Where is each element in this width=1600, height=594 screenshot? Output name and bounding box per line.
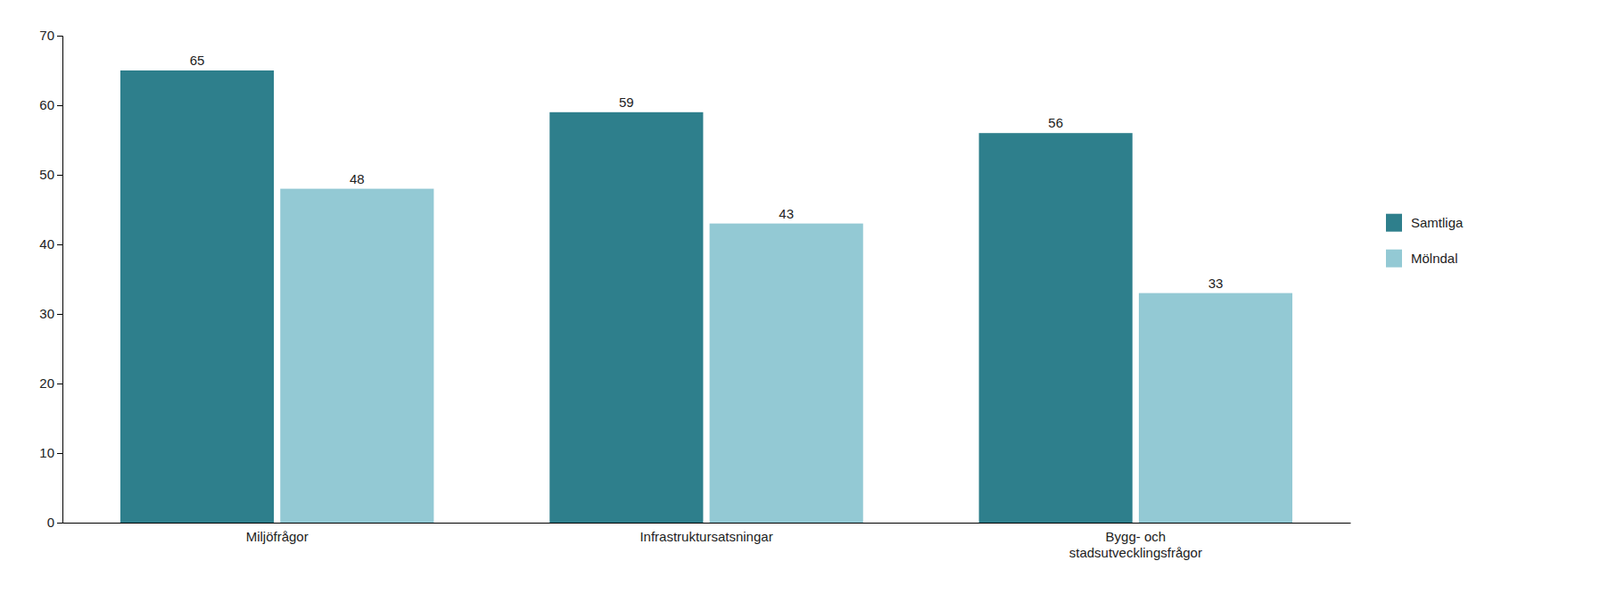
x-tick-label-line: Infrastruktursatsningar (639, 528, 773, 545)
y-tick: 0 (47, 514, 63, 530)
x-tick: Infrastruktursatsningar (639, 528, 773, 545)
x-axis: Miljöfrågor Infrastruktursatsningar Bygg- … (63, 523, 1352, 561)
y-tick-mark (57, 35, 63, 37)
data-label: 59 (618, 94, 635, 110)
x-tick-label-line: Bygg- och (1105, 528, 1167, 545)
y-tick-label: 50 (39, 166, 55, 182)
bar (549, 112, 703, 523)
data-label: 56 (1047, 115, 1064, 131)
y-tick-label: 20 (39, 375, 55, 391)
legend-swatch (1385, 249, 1403, 268)
legend-label: Mölndal (1410, 250, 1459, 266)
legend: Samtliga Mölndal (1385, 214, 1464, 268)
x-tick-label: Infrastruktursatsningar (639, 528, 773, 545)
bar (280, 189, 434, 523)
x-tick-label: Miljöfrågor (246, 528, 309, 545)
legend-swatch (1385, 214, 1403, 232)
y-tick-mark (57, 453, 63, 454)
y-tick: 60 (39, 97, 63, 113)
data-label: 33 (1208, 275, 1224, 291)
y-tick-label: 40 (39, 236, 55, 252)
legend-item: Samtliga (1385, 214, 1464, 232)
y-axis: 0 10 20 30 40 50 60 70 (39, 27, 63, 530)
y-tick-label: 60 (39, 97, 55, 113)
bar (709, 223, 864, 523)
data-labels: 65 59 56 48 43 33 (189, 52, 1224, 291)
x-tick: Bygg- ochstadsutvecklingsfrågor (1069, 528, 1203, 561)
y-tick: 40 (39, 236, 63, 252)
bar (120, 70, 274, 523)
y-tick: 50 (39, 166, 63, 182)
data-label: 43 (778, 206, 794, 222)
y-tick-mark (57, 244, 63, 246)
y-axis-line (57, 36, 64, 524)
y-tick: 20 (39, 375, 63, 391)
bar (979, 132, 1133, 523)
x-tick-label: Bygg- ochstadsutvecklingsfrågor (1069, 528, 1203, 561)
y-tick-mark (57, 105, 63, 107)
legend-item: Mölndal (1385, 249, 1459, 268)
bars (120, 70, 1293, 523)
data-label: 48 (349, 171, 365, 187)
y-tick-label: 0 (47, 514, 55, 530)
bar (1138, 293, 1293, 523)
y-tick-label: 10 (39, 445, 55, 461)
data-label: 65 (189, 52, 206, 68)
x-tick: Miljöfrågor (246, 528, 309, 545)
y-tick-label: 70 (39, 27, 55, 43)
y-tick-mark (57, 174, 63, 176)
y-tick-mark (57, 383, 63, 385)
y-tick: 10 (39, 445, 63, 461)
y-tick-mark (57, 313, 63, 315)
chart: 65 59 56 48 43 33 0 10 20 30 40 50 60 70 Miljöfrågor In… (0, 0, 1600, 594)
legend-label: Samtliga (1410, 214, 1464, 231)
y-tick: 70 (39, 27, 63, 43)
y-tick: 30 (39, 305, 63, 322)
x-tick-label-line: stadsutvecklingsfrågor (1069, 544, 1203, 561)
plot: 65 59 56 48 43 33 0 10 20 30 40 50 60 70 Miljöfrågor In… (39, 27, 1351, 560)
y-tick-label: 30 (39, 305, 55, 322)
x-axis-line (63, 522, 1352, 524)
y-tick-mark (57, 522, 63, 524)
x-tick-label-line: Miljöfrågor (246, 528, 309, 545)
